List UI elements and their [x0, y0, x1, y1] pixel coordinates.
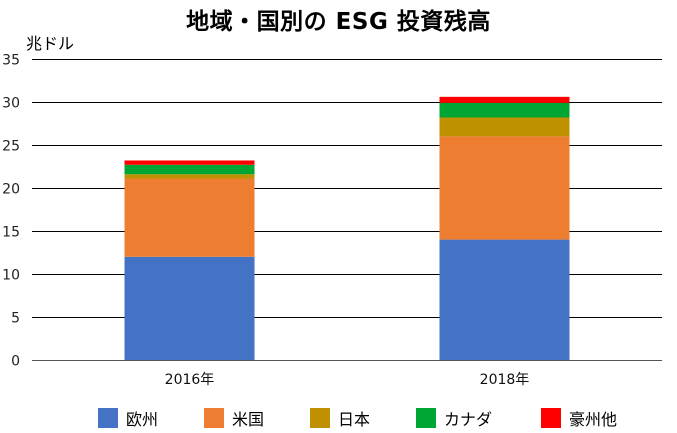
legend-label: 豪州他	[569, 410, 618, 429]
chart-plot: 0 5 10 15 20 25 30 35 2016年 2018年	[2, 53, 662, 388]
bar-segment	[124, 256, 255, 360]
bar-segment	[124, 164, 255, 175]
legend-item: カナダ	[416, 405, 492, 431]
bar-segment	[439, 136, 570, 240]
bar-segment	[124, 178, 255, 257]
chart-legend: 欧州 米国 日本 カナダ 豪州他	[0, 405, 677, 431]
chart-title: 地域・国別の ESG 投資残高	[186, 9, 491, 35]
y-tick-label: 5	[11, 311, 20, 327]
legend-swatch	[416, 408, 436, 428]
y-tick-label: 30	[2, 96, 20, 112]
y-axis-unit-label: 兆ドル	[26, 34, 75, 53]
legend-item: 日本	[310, 405, 370, 431]
y-tick-label: 35	[2, 53, 20, 69]
bar-segment	[439, 239, 570, 360]
bar-segment	[439, 102, 570, 118]
x-tick-label: 2018年	[480, 372, 530, 388]
y-tick-label: 20	[2, 182, 20, 198]
legend-swatch	[98, 408, 118, 428]
y-tick-label: 15	[2, 225, 20, 241]
y-tick-label: 0	[11, 354, 20, 370]
legend-label: 日本	[338, 410, 371, 429]
bar-segment	[439, 96, 570, 103]
legend-swatch	[204, 408, 224, 428]
y-tick-label: 25	[2, 139, 20, 155]
legend-item: 欧州	[98, 405, 158, 431]
legend-label: カナダ	[444, 410, 493, 429]
y-tick-label: 10	[2, 268, 20, 284]
legend-label: 欧州	[126, 410, 159, 429]
bar-segment	[124, 174, 255, 179]
bar-segment	[124, 160, 255, 165]
legend-swatch	[310, 408, 330, 428]
legend-label: 米国	[232, 410, 265, 429]
x-tick-label: 2016年	[165, 372, 215, 388]
legend-swatch	[541, 408, 561, 428]
bar-segment	[439, 117, 570, 137]
legend-item: 豪州他	[541, 405, 617, 431]
legend-item: 米国	[204, 405, 264, 431]
